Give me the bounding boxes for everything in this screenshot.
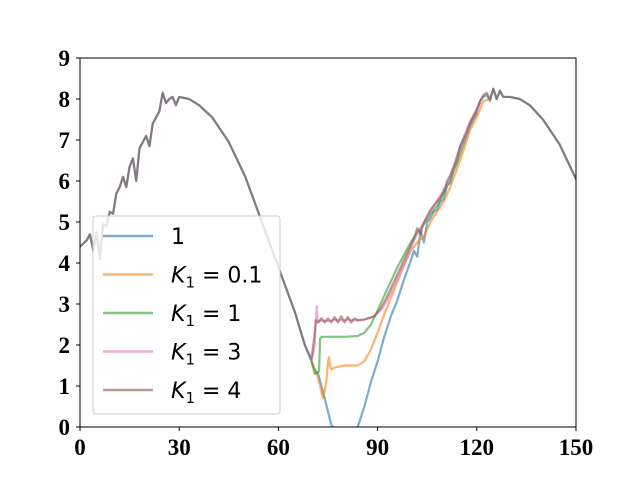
legend-subscript: 1 bbox=[185, 389, 195, 407]
x-tick-label: 0 bbox=[74, 435, 86, 460]
x-tick-label: 60 bbox=[267, 435, 290, 460]
y-tick-label: 7 bbox=[59, 128, 71, 153]
y-tick-label: 8 bbox=[59, 87, 71, 112]
legend-label-4: K1 = 4 bbox=[171, 379, 241, 407]
legend-box bbox=[92, 215, 281, 415]
legend-value: = 4 bbox=[195, 379, 241, 404]
y-tick-label: 0 bbox=[59, 415, 71, 440]
series-line-1 bbox=[310, 97, 492, 400]
legend-subscript: 1 bbox=[185, 274, 195, 292]
x-tick-label: 30 bbox=[168, 435, 191, 460]
legend-label-1: K1 = 0.1 bbox=[171, 264, 262, 292]
x-tick-label: 90 bbox=[366, 435, 389, 460]
y-tick-label: 9 bbox=[59, 46, 71, 71]
legend-value: = 3 bbox=[195, 341, 241, 366]
legend-label-2: K1 = 1 bbox=[171, 302, 241, 330]
series-line-2 bbox=[310, 112, 478, 375]
y-tick-label: 2 bbox=[59, 333, 71, 358]
y-tick-label: 1 bbox=[59, 374, 71, 399]
legend-value: = 0.1 bbox=[195, 264, 262, 289]
y-tick-label: 3 bbox=[59, 292, 71, 317]
x-tick-label: 150 bbox=[559, 435, 594, 460]
legend-subscript: 1 bbox=[185, 351, 195, 369]
series-group bbox=[80, 87, 576, 427]
x-tick-label: 120 bbox=[460, 435, 495, 460]
y-tick-label: 5 bbox=[59, 210, 71, 235]
legend-symbol: K bbox=[171, 264, 187, 289]
plot-frame bbox=[79, 57, 577, 428]
legend-label-3: K1 = 3 bbox=[171, 341, 241, 369]
y-tick-label: 4 bbox=[59, 251, 71, 276]
series-line-4 bbox=[80, 87, 576, 361]
legend-value: = 1 bbox=[195, 302, 241, 327]
legend-label-0: 1 bbox=[171, 225, 185, 250]
legend-subscript: 1 bbox=[185, 312, 195, 330]
legend-symbol: K bbox=[171, 379, 187, 404]
y-tick-label: 6 bbox=[59, 169, 71, 194]
legend-symbol: K bbox=[171, 341, 187, 366]
legend-symbol: K bbox=[171, 302, 187, 327]
legend: 1K1 = 0.1K1 = 1K1 = 3K1 = 4 bbox=[92, 215, 281, 415]
